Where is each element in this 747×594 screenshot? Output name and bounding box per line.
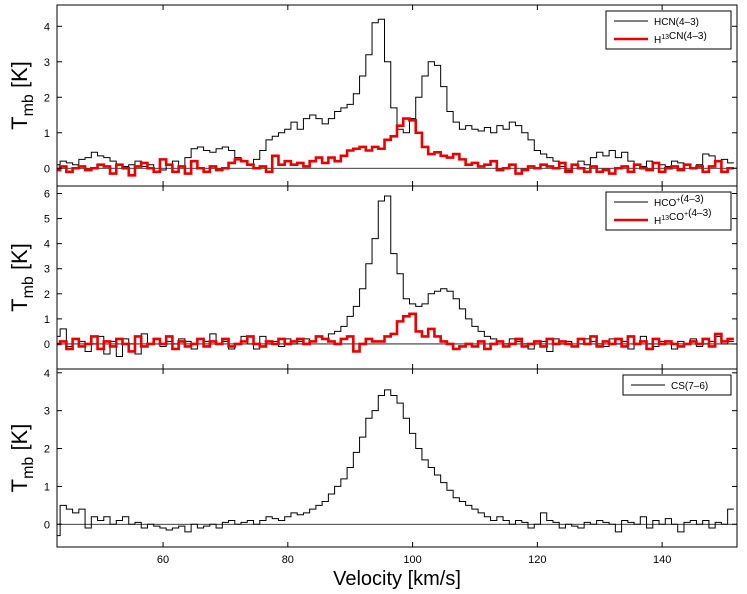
y-tick-label: 4 xyxy=(44,239,50,251)
y-tick-label: 4 xyxy=(44,21,50,33)
y-axis-label: Tmb [K] xyxy=(7,243,37,312)
y-axis-label: Tmb [K] xyxy=(7,424,37,493)
y-tick-label: 1 xyxy=(44,481,50,493)
axes-frame xyxy=(56,368,738,548)
y-tick-label: 3 xyxy=(44,264,50,276)
legend-label: HCO+(4–3) xyxy=(654,194,704,209)
legend-label: HCN(4–3) xyxy=(654,17,699,28)
panel-1: 0 1 2 3 4 Tmb [K] HCN(4–3) H13CN(4–3) xyxy=(7,4,738,187)
y-tick-label: 1 xyxy=(44,128,50,140)
series-line-3-1 xyxy=(57,389,734,537)
y-tick-label: 5 xyxy=(44,214,50,226)
y-tick-label: 3 xyxy=(44,406,50,418)
series-line-2-2 xyxy=(57,312,734,353)
panel-2: 0 1 2 3 4 5 6 Tmb [K] HCO+(4–3)H13CO+(4–3) xyxy=(7,185,738,370)
y-tick-label: 0 xyxy=(44,339,50,351)
legend: CS(7–6) xyxy=(622,374,732,396)
legend-label: CS(7–6) xyxy=(671,381,708,392)
y-tick-label: 2 xyxy=(44,289,50,301)
x-tick-label: 60 xyxy=(157,554,169,566)
x-tick-label: 140 xyxy=(653,554,671,566)
y-tick-label: 2 xyxy=(44,444,50,456)
legend: HCO+(4–3)H13CO+(4–3) xyxy=(605,191,732,231)
y-tick-label: 1 xyxy=(44,314,50,326)
legend-box xyxy=(622,374,732,396)
y-tick-label: 0 xyxy=(44,163,50,175)
y-tick-label: 3 xyxy=(44,57,50,69)
legend-box xyxy=(605,10,732,50)
legend-label: H13CO+(4–3) xyxy=(654,208,711,227)
y-tick-label: 4 xyxy=(44,368,50,380)
x-tick-label: 80 xyxy=(282,554,294,566)
y-tick-label: 0 xyxy=(44,519,50,531)
x-tick-label: 120 xyxy=(528,554,546,566)
panel-3: 0 1 2 3 4 60 80 100 120 140 Tmb [K] CS(7–6) xyxy=(7,368,738,566)
y-tick-label: 6 xyxy=(44,189,50,201)
legend-box xyxy=(605,191,732,231)
series-line-1-2 xyxy=(57,117,734,177)
x-tick-label: 100 xyxy=(403,554,421,566)
y-axis-label: Tmb [K] xyxy=(7,61,37,130)
legend-label: H13CN(4–3) xyxy=(654,31,707,46)
y-tick-label: 2 xyxy=(44,92,50,104)
x-axis-label: Velocity [km/s] xyxy=(333,568,461,590)
legend: HCN(4–3) H13CN(4–3) xyxy=(605,10,732,50)
